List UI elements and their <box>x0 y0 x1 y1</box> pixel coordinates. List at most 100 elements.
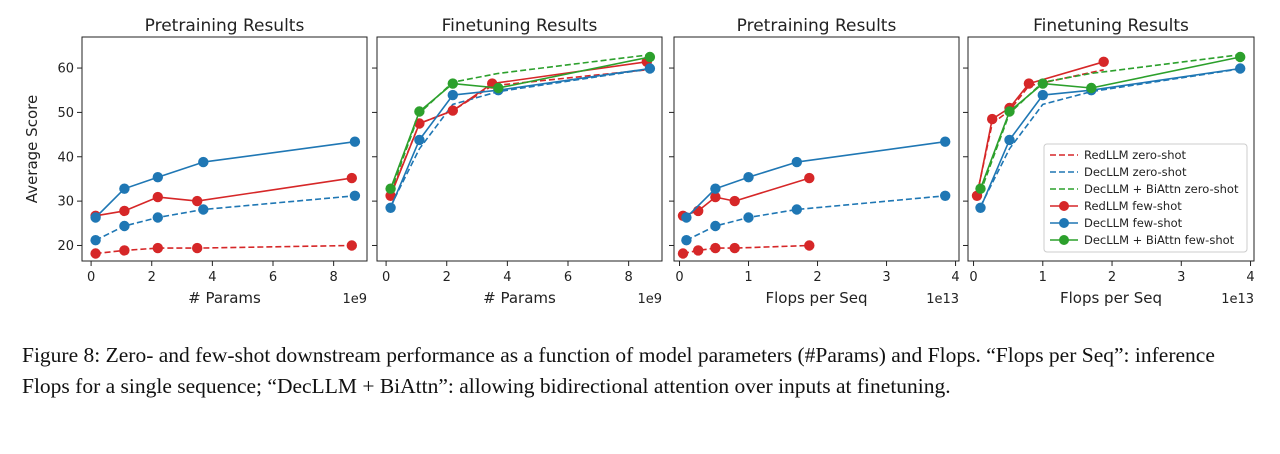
x-axis-label: # Params <box>188 289 261 307</box>
x-tick-label: 2 <box>443 270 451 285</box>
chart-panel-1: Pretraining Results 20 30 40 50 60 0 2 4 6 8 # Para… <box>23 16 368 307</box>
data-point <box>791 156 802 168</box>
series-line <box>979 68 1241 207</box>
data-point <box>987 113 998 125</box>
x-tick-label: 6 <box>564 270 572 285</box>
x-tick-label: 1 <box>744 270 752 285</box>
data-point <box>1037 78 1049 89</box>
y-tick-label: 20 <box>57 239 74 254</box>
series-line <box>389 61 647 197</box>
data-point <box>349 190 361 201</box>
data-point <box>791 204 802 215</box>
chart-title: Pretraining Results <box>737 16 897 36</box>
series-line <box>389 68 651 207</box>
y-axis-label: Average Score <box>23 95 41 203</box>
y-tick-label: 40 <box>57 150 74 165</box>
data-point <box>677 248 689 259</box>
data-point <box>681 212 692 223</box>
plot-area <box>971 51 1246 213</box>
data-point <box>804 240 815 251</box>
legend-label: DecLLM + BiAttn few-shot <box>1084 233 1235 247</box>
x-tick-label: 6 <box>269 270 277 285</box>
data-point <box>975 202 986 213</box>
chart-legend: RedLLM zero-shot DecLLM zero-shot DecLLM +… <box>1043 143 1248 253</box>
series-line <box>686 195 946 241</box>
x-tick-label: 0 <box>87 270 95 285</box>
data-point <box>1235 51 1246 63</box>
plot-frame <box>376 36 663 262</box>
chart-panel-3: Pretraining Results 0 1 2 3 4 Flops per Seq 1e1… <box>669 16 960 307</box>
series-line <box>95 177 352 217</box>
legend-marker <box>1059 218 1069 228</box>
data-point <box>447 89 458 101</box>
chart-title: Finetuning Results <box>442 16 598 36</box>
legend-marker <box>1059 235 1069 245</box>
x-offset-label: 1e9 <box>637 292 662 307</box>
series-line <box>389 56 651 189</box>
data-point <box>119 183 130 194</box>
data-point <box>90 235 101 246</box>
legend-label: DecLLM few-shot <box>1084 216 1183 230</box>
x-tick-label: 1 <box>1039 270 1047 285</box>
x-tick-label: 2 <box>813 270 821 285</box>
x-offset-label: 1e9 <box>342 292 367 307</box>
data-point <box>710 220 721 232</box>
legend-item: RedLLM few-shot <box>1050 199 1182 213</box>
x-tick-label: 4 <box>503 270 511 285</box>
data-point <box>152 172 163 183</box>
data-point <box>119 220 130 232</box>
data-point <box>414 134 425 146</box>
data-point <box>447 78 458 89</box>
x-axis-label: Flops per Seq <box>1060 289 1162 307</box>
data-point <box>192 242 203 254</box>
plot-frame <box>967 36 1255 262</box>
data-point <box>493 82 504 94</box>
chart-panel-2: Finetuning Results 0 2 4 6 8 # Params 1e9 <box>372 16 663 307</box>
data-point <box>693 205 704 217</box>
x-tick-label: 0 <box>675 270 683 285</box>
legend-label: DecLLM zero-shot <box>1084 165 1187 179</box>
data-point <box>1004 106 1015 117</box>
series-line <box>95 244 352 255</box>
legend-item: DecLLM + BiAttn few-shot <box>1050 233 1235 247</box>
figure-caption: Figure 8: Zero- and few-shot downstream … <box>22 340 1267 402</box>
data-point <box>710 191 721 203</box>
data-point <box>1235 63 1246 74</box>
plot-frame <box>81 36 368 262</box>
x-tick-label: 2 <box>148 270 156 285</box>
data-point <box>743 212 754 223</box>
data-point <box>385 202 396 213</box>
y-tick-label: 30 <box>57 195 74 210</box>
legend-item: DecLLM zero-shot <box>1050 165 1187 179</box>
x-tick-label: 8 <box>625 270 633 285</box>
x-tick-label: 0 <box>382 270 390 285</box>
legend-label: RedLLM zero-shot <box>1084 148 1187 162</box>
x-tick-label: 8 <box>330 270 338 285</box>
data-point <box>90 248 101 259</box>
data-point <box>90 212 101 223</box>
data-point <box>346 240 357 251</box>
x-tick-label: 4 <box>208 270 216 285</box>
plot-area <box>677 136 951 259</box>
x-offset-label: 1e13 <box>1221 292 1254 307</box>
x-tick-label: 4 <box>1246 270 1254 285</box>
x-axis-label: # Params <box>483 289 556 307</box>
caption-label: Figure 8: <box>22 343 101 367</box>
data-point <box>681 235 692 246</box>
chart-title: Finetuning Results <box>1033 16 1189 36</box>
data-point <box>710 242 721 254</box>
data-point <box>743 172 754 183</box>
data-point <box>940 136 951 147</box>
x-tick-label: 3 <box>1177 270 1185 285</box>
series-line <box>389 67 651 209</box>
data-point <box>1023 78 1035 89</box>
data-point <box>198 204 209 215</box>
data-point <box>804 172 815 184</box>
plot-area <box>385 51 656 213</box>
data-point <box>414 106 425 117</box>
data-point <box>1004 134 1015 146</box>
data-point <box>346 172 357 184</box>
x-axis-label: Flops per Seq <box>765 289 867 307</box>
series-line <box>389 69 647 195</box>
